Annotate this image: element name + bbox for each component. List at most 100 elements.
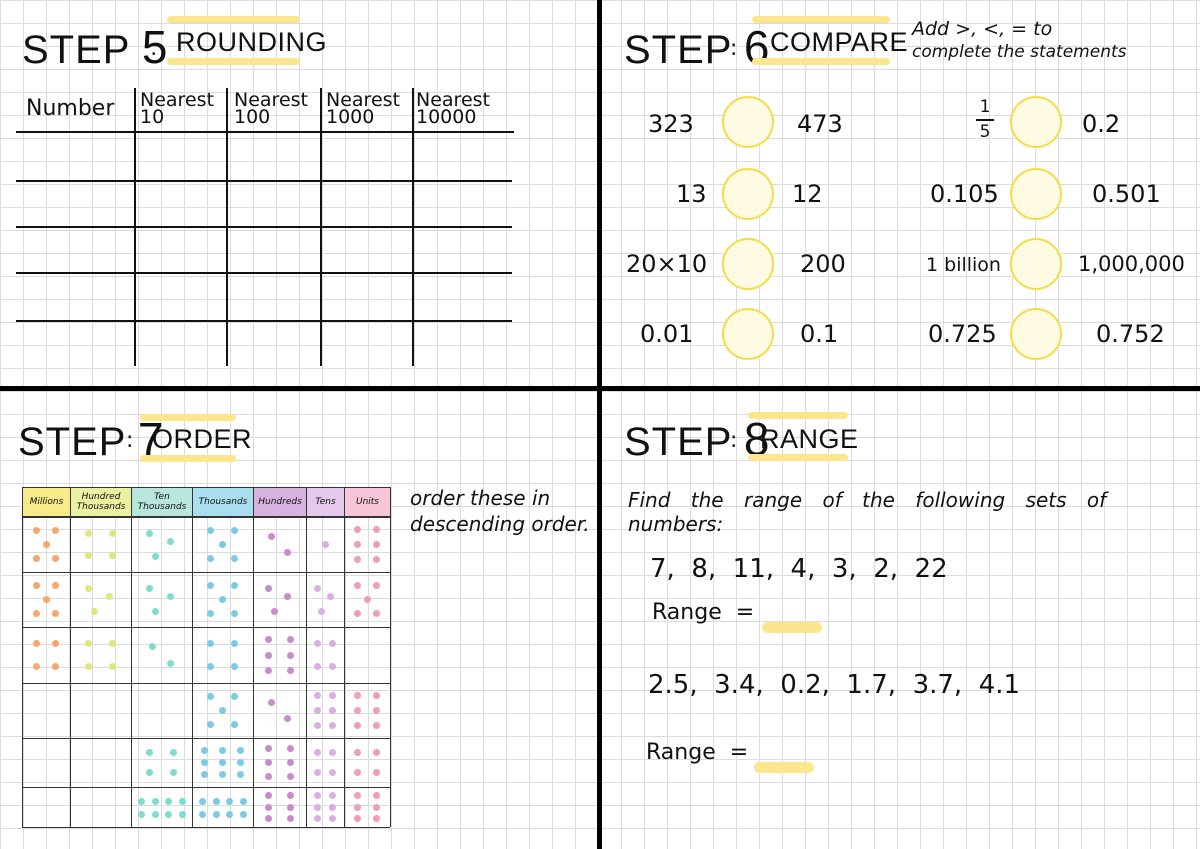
step7-title-highlight-bottom	[140, 455, 236, 462]
place-value-dot	[206, 609, 214, 617]
rt-col-line	[226, 88, 228, 366]
place-value-dot	[372, 707, 380, 714]
place-value-dot	[52, 582, 60, 590]
order-header-1: Millions	[22, 487, 71, 517]
compare-right-b-4: 0.752	[1096, 320, 1165, 348]
place-value-dot	[167, 593, 175, 601]
place-value-dot	[265, 745, 273, 753]
place-value-dot	[219, 746, 226, 754]
order-col-line	[22, 517, 23, 827]
place-value-dot	[109, 530, 117, 537]
compare-circle-3[interactable]	[722, 238, 774, 290]
place-value-dot	[219, 759, 226, 766]
rt-header-10000-text: Nearest 10000	[416, 89, 490, 128]
order-row-line	[22, 827, 390, 828]
place-value-dot	[329, 803, 337, 811]
place-value-dot	[265, 667, 273, 675]
place-value-dot	[286, 667, 294, 675]
range-set-2: 2.5, 3.4, 0.2, 1.7, 3.7, 4.1	[648, 670, 1021, 700]
order-col-line	[344, 517, 345, 827]
place-value-dot	[321, 541, 329, 548]
place-value-dot	[231, 720, 239, 728]
place-value-dot	[265, 803, 273, 811]
rt-row-line	[16, 272, 512, 274]
place-value-dot	[170, 768, 178, 776]
place-value-dot	[178, 797, 186, 805]
range-answer-1[interactable]	[762, 622, 822, 633]
compare-circle-8[interactable]	[1010, 308, 1062, 360]
order-header-4: Thousands	[192, 487, 254, 517]
compare-circle-5[interactable]	[1010, 96, 1062, 148]
place-value-dot	[199, 810, 207, 818]
order-col-line	[70, 517, 71, 827]
place-value-dot	[84, 640, 92, 648]
rt-header-10-text: Nearest 10	[140, 89, 214, 128]
place-value-dot	[268, 698, 276, 706]
place-value-dot	[237, 771, 245, 779]
place-value-dot	[239, 797, 247, 805]
compare-circle-7[interactable]	[1010, 238, 1062, 290]
place-value-dot	[354, 691, 362, 699]
place-value-dot	[265, 651, 273, 659]
order-header-6: Tens	[306, 487, 345, 517]
step6-title: COMPARE	[770, 27, 909, 57]
place-value-dot	[354, 722, 362, 730]
place-value-dot	[231, 554, 239, 562]
place-value-dot	[219, 596, 226, 603]
compare-circle-2[interactable]	[722, 168, 774, 220]
range-answer-2[interactable]	[754, 762, 814, 773]
place-value-dot	[106, 593, 114, 601]
range-set-1: 7, 8, 11, 4, 3, 2, 22	[650, 554, 948, 584]
place-value-dot	[231, 527, 239, 535]
compare-circle-6[interactable]	[1010, 168, 1062, 220]
step7-colon: :	[126, 428, 134, 453]
compare-left-b-2: 12	[792, 180, 823, 208]
place-value-dot	[354, 792, 362, 800]
place-value-dot	[265, 772, 273, 780]
place-value-dot	[206, 582, 214, 590]
place-value-dot	[354, 541, 362, 548]
place-value-dot	[313, 691, 321, 699]
step5-title-highlight-bottom	[167, 58, 300, 65]
compare-fraction: 1 5	[976, 98, 994, 142]
compare-circle-1[interactable]	[722, 96, 774, 148]
place-value-dot	[138, 810, 146, 818]
step7-instruction-line1: order these in	[410, 486, 551, 510]
order-header-5: Hundreds	[253, 487, 307, 517]
place-value-dot	[90, 608, 98, 616]
place-value-dot	[354, 768, 362, 776]
order-row-line	[22, 683, 390, 684]
place-value-dot	[200, 759, 208, 766]
order-col-line	[253, 517, 254, 827]
order-header-3: Ten Thousands	[131, 487, 193, 517]
step8-instruction-line2: numbers:	[628, 512, 724, 536]
compare-left-b-4: 0.1	[800, 320, 839, 348]
compare-left-a-4: 0.01	[640, 320, 694, 348]
step8-heading: STEP 8	[624, 412, 770, 466]
place-value-dot	[286, 651, 294, 659]
step8-colon: :	[730, 428, 738, 453]
place-value-dot	[151, 553, 159, 561]
step5-colon: :	[150, 36, 158, 61]
rt-header-number: Number	[26, 96, 115, 121]
place-value-dot	[329, 792, 337, 800]
order-row-line	[22, 627, 390, 628]
place-value-dot	[329, 640, 337, 648]
place-value-dot	[138, 797, 146, 805]
order-col-line	[131, 517, 132, 827]
place-value-dot	[354, 814, 362, 822]
place-value-dot	[145, 585, 153, 592]
horizontal-divider	[0, 386, 1200, 391]
compare-circle-4[interactable]	[722, 308, 774, 360]
place-value-dot	[109, 662, 117, 670]
fraction-numerator: 1	[979, 97, 991, 117]
place-value-dot	[329, 707, 337, 714]
step6-title-highlight-bottom	[752, 58, 890, 65]
place-value-dot	[265, 585, 273, 592]
place-value-dot	[286, 745, 294, 753]
place-value-dot	[283, 549, 291, 557]
rt-col-line	[134, 88, 136, 366]
place-value-dot	[199, 797, 207, 805]
place-value-dot	[265, 792, 273, 800]
step6-title-highlight-top	[752, 16, 890, 23]
